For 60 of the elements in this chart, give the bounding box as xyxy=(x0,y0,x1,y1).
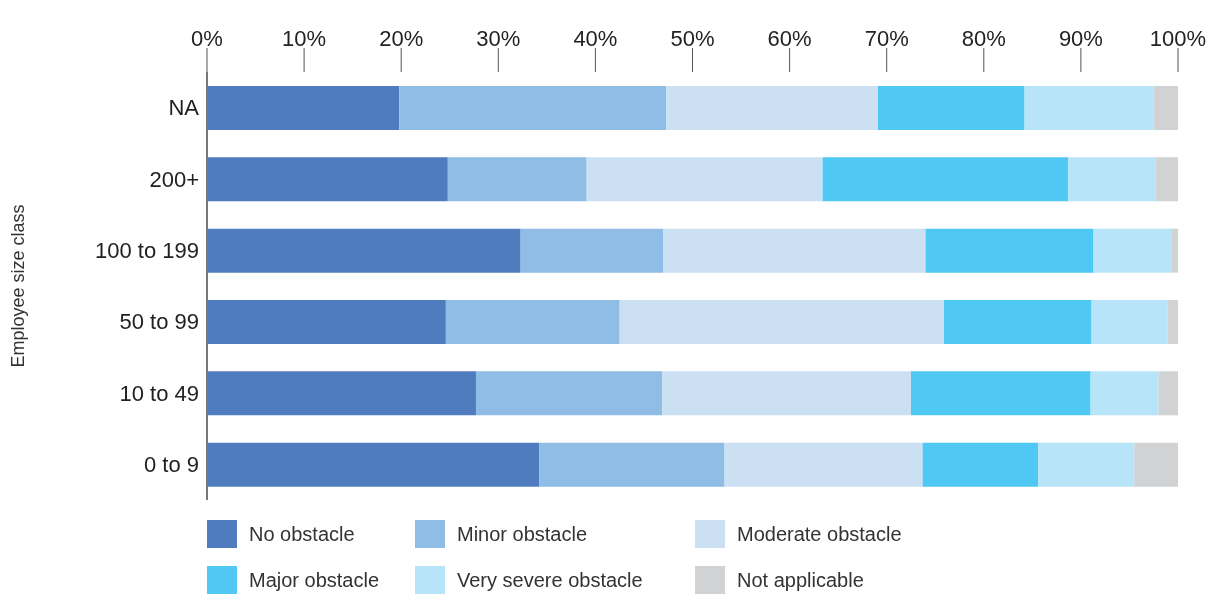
bar xyxy=(1153,86,1178,130)
legend-label: Not applicable xyxy=(737,568,864,592)
legend-label: Very severe obstacle xyxy=(457,568,643,592)
bar xyxy=(663,228,926,273)
x-tick-label: 10% xyxy=(282,26,327,51)
y-tick-label: 100 to 199 xyxy=(95,238,199,264)
legend-label: Major obstacle xyxy=(249,568,380,592)
bar xyxy=(619,300,944,344)
bar xyxy=(822,157,1069,202)
bar xyxy=(1068,157,1156,202)
bar xyxy=(925,228,1094,273)
bar xyxy=(724,442,923,487)
bar xyxy=(1155,157,1178,202)
bar xyxy=(207,86,400,130)
bar xyxy=(666,86,878,130)
bar xyxy=(1090,371,1159,416)
y-tick-label: 10 to 49 xyxy=(119,380,199,406)
bar xyxy=(1091,300,1168,344)
legend-label: Moderate obstacle xyxy=(737,522,902,546)
x-tick-label: 100% xyxy=(1149,26,1207,51)
bar xyxy=(447,157,587,202)
bar xyxy=(586,157,823,202)
bar xyxy=(445,300,620,344)
bar xyxy=(520,228,664,273)
bar xyxy=(1093,228,1172,273)
y-tick-label: 50 to 99 xyxy=(119,309,199,335)
bar xyxy=(207,300,446,344)
x-tick-label: 50% xyxy=(670,26,715,51)
bar xyxy=(207,371,476,416)
y-tick-label: 0 to 9 xyxy=(143,452,199,478)
x-tick-label: 0% xyxy=(191,26,223,51)
bar xyxy=(1158,371,1178,416)
x-tick-label: 70% xyxy=(864,26,909,51)
bar xyxy=(539,442,725,487)
bar xyxy=(1134,442,1178,487)
x-tick-label: 20% xyxy=(379,26,424,51)
bar xyxy=(207,228,521,273)
bar xyxy=(922,442,1039,487)
bar xyxy=(475,371,663,416)
bar xyxy=(399,86,667,130)
x-tick-label: 60% xyxy=(767,26,812,51)
bar xyxy=(1038,442,1135,487)
x-tick-label: 30% xyxy=(476,26,521,51)
bar xyxy=(662,371,911,416)
bar xyxy=(910,371,1091,416)
y-tick-label: 200+ xyxy=(149,166,199,192)
bar xyxy=(877,86,1025,130)
x-tick-label: 40% xyxy=(573,26,618,51)
x-tick-label: 80% xyxy=(961,26,1006,51)
bar xyxy=(207,157,448,202)
legend-label: Minor obstacle xyxy=(457,522,588,546)
bar xyxy=(1024,86,1154,130)
bar xyxy=(207,442,540,487)
legend-label: No obstacle xyxy=(249,522,355,546)
x-tick-label: 90% xyxy=(1058,26,1103,51)
bar xyxy=(1171,228,1178,273)
bar xyxy=(1167,300,1178,344)
bar xyxy=(943,300,1092,344)
y-axis-title: Employee size class xyxy=(8,204,29,368)
y-tick-label: NA xyxy=(168,95,200,121)
